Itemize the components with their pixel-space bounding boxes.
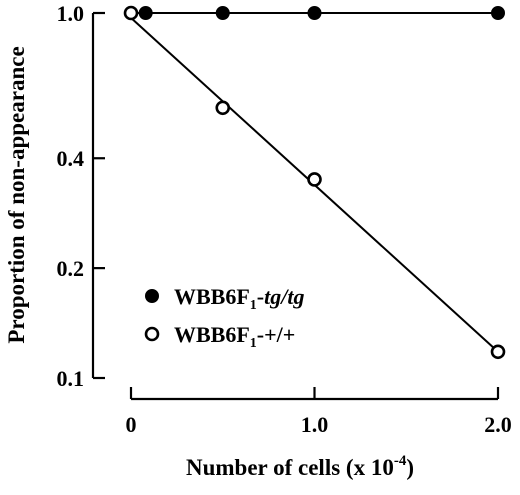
open-circle-point [307, 172, 322, 187]
legend-filled-marker [145, 289, 159, 303]
open-circle-point [215, 100, 231, 116]
data-points [123, 5, 506, 360]
legend-open-marker [144, 326, 160, 342]
x-tick-label: 0 [126, 412, 137, 437]
x-axis-title: Number of cells (x 10-4) [186, 453, 414, 480]
filled-circle-point [307, 6, 322, 20]
y-tick-label: 0.2 [57, 256, 85, 281]
x-tick-label: 1.0 [301, 412, 329, 437]
y-tick-label: 0.1 [57, 366, 85, 391]
legend-label-series-1: WBB6F1-tg/tg [174, 284, 304, 313]
legend-label-series-2: WBB6F1-+/+ [174, 322, 295, 351]
filled-circle-point [138, 6, 153, 20]
y-tick-label: 0.4 [57, 146, 85, 171]
y-axis-title: Proportion of non-appearance [4, 46, 29, 343]
filled-circle-point [491, 6, 505, 20]
legend: WBB6F1-tg/tg WBB6F1-+/+ [144, 284, 304, 351]
x-tick-label: 2.0 [484, 412, 512, 437]
open-circle-point [123, 5, 139, 21]
axis-titles: Number of cells (x 10-4) Proportion of no… [4, 46, 414, 480]
y-tick-label: 1.0 [57, 1, 85, 26]
axes: 0.1 0.2 0.4 1.0 0 1.0 2.0 [57, 1, 512, 437]
filled-circle-point [215, 6, 230, 20]
open-circle-point [490, 344, 506, 360]
